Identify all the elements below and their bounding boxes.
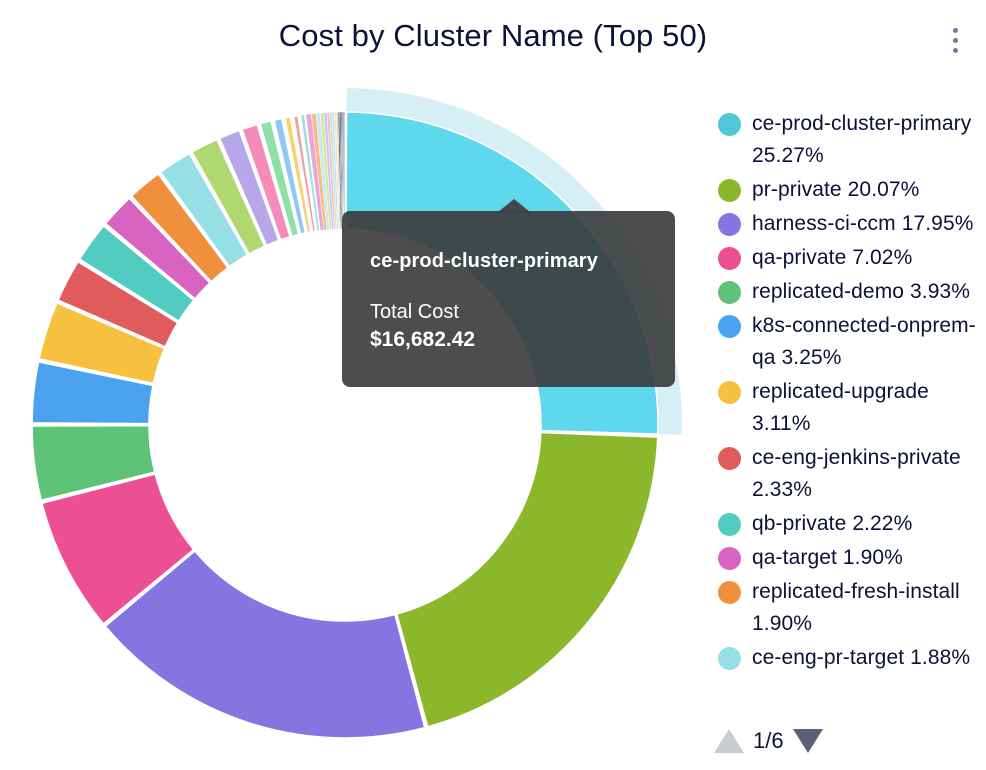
donut-slice[interactable]: [241, 123, 292, 241]
kebab-dot: [952, 37, 958, 43]
donut-slice[interactable]: [31, 360, 154, 425]
donut-chart-svg[interactable]: [0, 0, 700, 770]
donut-slice[interactable]: [104, 197, 212, 300]
legend-pager[interactable]: 1/6: [714, 728, 823, 754]
legend-item[interactable]: qb-private 2.22%: [718, 508, 986, 540]
legend-item-label: qa-target 1.90%: [752, 546, 903, 569]
legend-item[interactable]: ce-eng-jenkins-private 2.33%: [718, 442, 986, 506]
legend-item[interactable]: k8s-connected-onprem-qa 3.25%: [718, 310, 986, 374]
page-title: Cost by Cluster Name (Top 50): [278, 18, 708, 53]
donut-slice[interactable]: [345, 111, 659, 435]
legend-item-label: qa-private 7.02%: [752, 246, 913, 269]
legend-item[interactable]: replicated-demo 3.93%: [718, 276, 986, 308]
donut-slice[interactable]: [31, 424, 156, 502]
legend-item[interactable]: harness-ci-ccm 17.95%: [718, 208, 986, 240]
legend-item-label: ce-eng-pr-target 1.88%: [752, 646, 971, 669]
chart-legend[interactable]: ce-prod-cluster-primary 25.27% pr-private…: [718, 108, 986, 706]
legend-item-label: replicated-fresh-install 1.90%: [752, 580, 960, 635]
legend-item-label: replicated-demo 3.93%: [752, 280, 971, 303]
kebab-menu-icon[interactable]: [942, 22, 968, 58]
legend-item[interactable]: replicated-fresh-install 1.90%: [718, 576, 986, 640]
legend-item-label: pr-private 20.07%: [752, 178, 920, 201]
donut-slice[interactable]: [190, 138, 266, 256]
legend-item[interactable]: ce-prod-cluster-primary 25.27%: [718, 108, 986, 172]
donut-slice[interactable]: [343, 111, 346, 230]
donut-slice[interactable]: [292, 114, 317, 233]
donut-slice[interactable]: [78, 224, 195, 323]
donut-chart[interactable]: [0, 0, 700, 770]
legend-swatch-icon: [718, 315, 741, 338]
legend-swatch-icon: [718, 213, 741, 236]
donut-slice[interactable]: [395, 431, 659, 728]
legend-swatch-icon: [718, 547, 741, 570]
donut-slice[interactable]: [159, 152, 249, 268]
donut-slice[interactable]: [283, 115, 312, 234]
legend-swatch-icon: [718, 179, 741, 202]
legend-swatch-icon: [718, 581, 741, 604]
donut-slice[interactable]: [38, 301, 166, 385]
legend-swatch-icon: [718, 381, 741, 404]
legend-item-label: harness-ci-ccm 17.95%: [752, 212, 974, 235]
triangle-up-icon[interactable]: [714, 729, 744, 753]
legend-swatch-icon: [718, 113, 741, 136]
donut-slice[interactable]: [130, 172, 230, 283]
legend-item[interactable]: qa-target 1.90%: [718, 542, 986, 574]
legend-swatch-icon: [718, 513, 741, 536]
kebab-dot: [952, 27, 958, 33]
donut-slice[interactable]: [259, 119, 300, 238]
legend-item[interactable]: ce-eng-pr-target 1.88%: [718, 642, 986, 674]
legend-item-label: ce-eng-jenkins-private 2.33%: [752, 446, 961, 501]
triangle-down-icon[interactable]: [792, 729, 823, 753]
legend-item[interactable]: qa-private 7.02%: [718, 242, 986, 274]
donut-slice[interactable]: [300, 114, 320, 232]
legend-item-label: qb-private 2.22%: [752, 512, 913, 535]
donut-slice[interactable]: [273, 117, 307, 236]
kebab-dot: [952, 47, 958, 53]
legend-swatch-icon: [718, 247, 741, 270]
donut-slice[interactable]: [104, 549, 426, 739]
legend-swatch-icon: [718, 281, 741, 304]
legend-swatch-icon: [718, 647, 741, 670]
legend-item-label: k8s-connected-onprem-qa 3.25%: [752, 314, 976, 369]
legend-page-label: 1/6: [753, 728, 784, 753]
legend-item[interactable]: pr-private 20.07%: [718, 174, 986, 206]
donut-slice[interactable]: [56, 260, 179, 348]
donut-slice[interactable]: [40, 473, 195, 626]
legend-item-label: replicated-upgrade 3.11%: [752, 380, 929, 435]
legend-swatch-icon: [718, 447, 741, 470]
donut-slice[interactable]: [218, 129, 280, 247]
legend-item[interactable]: replicated-upgrade 3.11%: [718, 376, 986, 440]
legend-item-label: ce-prod-cluster-primary 25.27%: [752, 112, 972, 167]
